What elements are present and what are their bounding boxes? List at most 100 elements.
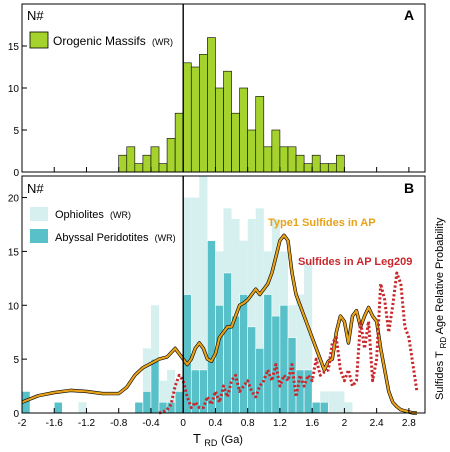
bar-orogenic-26 bbox=[231, 112, 240, 173]
bar-orogenic-20 bbox=[182, 62, 192, 173]
bar-orogenic-30 bbox=[263, 146, 273, 173]
bar-abyssal-15 bbox=[142, 391, 152, 414]
x-tick-label: 1.2 bbox=[273, 418, 287, 429]
x-axis-label-sub: RD bbox=[204, 438, 217, 448]
right-axis-label-post: Age Relative Probability bbox=[434, 217, 446, 334]
bar-orogenic-13 bbox=[126, 146, 136, 173]
bar-ophiolite-38 bbox=[328, 391, 337, 413]
x-tick-label: 2.4 bbox=[370, 418, 384, 429]
bar-orogenic-34 bbox=[295, 154, 305, 173]
bar-abyssal-28 bbox=[247, 326, 257, 414]
legend-ophiolites: Ophiolites (WR) bbox=[30, 207, 131, 221]
legend-abyssal: Abyssal Peridotites (WR) bbox=[30, 229, 176, 244]
bar-orogenic-38 bbox=[327, 163, 337, 173]
panel-a-ytick-label: 15 bbox=[8, 42, 20, 53]
x-tick-label: 2.8 bbox=[402, 418, 416, 429]
bar-orogenic-21 bbox=[190, 66, 200, 173]
panel-a-bars bbox=[118, 37, 345, 173]
bar-orogenic-12 bbox=[118, 154, 128, 173]
bar-orogenic-39 bbox=[336, 154, 345, 173]
line-label-type1: Type1 Sulfides in AP bbox=[268, 217, 376, 229]
svg-text:Ophiolites (WR): Ophiolites (WR) bbox=[55, 209, 131, 221]
bar-abyssal-4 bbox=[53, 401, 63, 414]
bar-orogenic-28 bbox=[247, 129, 257, 173]
svg-text:Abyssal Peridotites (W: Abyssal Peridotites (WR) bbox=[55, 232, 176, 244]
legend-label-abyssal: Abyssal Peridotites bbox=[55, 232, 149, 244]
bar-orogenic-27 bbox=[239, 87, 248, 173]
bar-abyssal-27 bbox=[239, 294, 248, 414]
bar-abyssal-26 bbox=[231, 315, 240, 414]
bar-abyssal-33 bbox=[287, 337, 297, 414]
bar-ophiolite-40 bbox=[344, 402, 353, 413]
panel-a: 0 5 10 15 A N# Orogenic Massifs (WR) bbox=[8, 3, 426, 179]
bar-orogenic-35 bbox=[303, 163, 313, 173]
bar-orogenic-16 bbox=[150, 146, 160, 173]
bar-orogenic-14 bbox=[134, 163, 144, 173]
x-tick-label: 0.8 bbox=[241, 418, 255, 429]
bar-orogenic-15 bbox=[142, 154, 152, 173]
panel-b-axes: 0 5 10 15 20 bbox=[8, 175, 426, 420]
bar-abyssal-36 bbox=[311, 401, 321, 414]
x-tick-label: -0.8 bbox=[110, 418, 128, 429]
bar-orogenic-25 bbox=[223, 70, 232, 173]
bar-orogenic-36 bbox=[311, 154, 321, 173]
bar-orogenic-37 bbox=[319, 163, 329, 173]
bar-ophiolite-18 bbox=[167, 369, 176, 413]
legend-label-orogenic: Orogenic Massifs bbox=[53, 34, 146, 48]
panel-b-ylabel: N# bbox=[27, 181, 44, 196]
bar-orogenic-33 bbox=[287, 146, 297, 173]
panel-b: 0 5 10 15 20 B N# Ophiolites (WR) Abyssal Pe… bbox=[8, 175, 426, 420]
bar-ophiolite-28 bbox=[247, 219, 256, 413]
bar-orogenic-32 bbox=[279, 146, 289, 173]
line-leg209 bbox=[158, 271, 419, 415]
panel-a-ylabel: N# bbox=[27, 8, 44, 23]
panel-b-ytick-label: 20 bbox=[8, 194, 20, 205]
bar-orogenic-22 bbox=[199, 54, 208, 173]
x-tick-label: 0.4 bbox=[208, 418, 222, 429]
bar-abyssal-19 bbox=[174, 391, 184, 414]
svg-text:Orogenic Massifs (WR): Orogenic Massifs (WR) bbox=[53, 34, 173, 48]
bar-ophiolite-7 bbox=[78, 402, 87, 413]
legend-orogenic: Orogenic Massifs (WR) bbox=[29, 31, 173, 49]
bar-abyssal-32 bbox=[279, 304, 289, 414]
panel-a-ytick-label: 0 bbox=[13, 168, 19, 179]
panel-a-axes: 0 5 10 15 bbox=[8, 3, 426, 179]
legend-suffix-ophiolites: (WR) bbox=[110, 210, 131, 220]
bar-ophiolite-21 bbox=[191, 197, 200, 413]
bar-abyssal-16 bbox=[150, 358, 160, 414]
bar-abyssal-23 bbox=[207, 240, 216, 414]
bar-orogenic-24 bbox=[215, 87, 224, 173]
bar-ophiolite-15 bbox=[142, 348, 151, 413]
x-tick-label: 2 bbox=[342, 418, 348, 429]
x-tick-label: 1.6 bbox=[305, 418, 319, 429]
right-axis-label: Sulfides T RD Age Relative Probability bbox=[434, 217, 449, 400]
panel-b-bars bbox=[21, 176, 353, 414]
panel-b-frame bbox=[21, 175, 426, 414]
panel-b-ytick-label: 5 bbox=[13, 355, 19, 366]
x-axis-label-main: T bbox=[193, 431, 201, 446]
x-tick-label: -0.4 bbox=[142, 418, 160, 429]
line-type1 bbox=[21, 234, 417, 415]
x-axis-label: T RD (Ga) bbox=[193, 431, 243, 449]
panel-b-letter: B bbox=[404, 180, 414, 196]
panel-b-ytick-label: 10 bbox=[8, 301, 20, 312]
x-tick-label: -1.6 bbox=[46, 418, 64, 429]
panel-a-ytick-label: 10 bbox=[8, 84, 20, 95]
bar-orogenic-23 bbox=[207, 37, 216, 173]
bar-orogenic-29 bbox=[255, 96, 265, 173]
bar-ophiolite-35 bbox=[304, 262, 313, 413]
bar-abyssal-18 bbox=[166, 401, 176, 414]
bar-ophiolite-34 bbox=[296, 294, 305, 413]
x-axis-label-units: (Ga) bbox=[221, 434, 243, 446]
bar-orogenic-31 bbox=[271, 129, 281, 173]
legend-swatch-orogenic bbox=[29, 31, 49, 49]
right-axis-label-sub: RD bbox=[439, 337, 448, 349]
x-tick-label: 0 bbox=[180, 418, 186, 429]
bar-orogenic-19 bbox=[174, 112, 184, 173]
legend-label-ophiolites: Ophiolites bbox=[55, 209, 104, 221]
panel-a-ytick-label: 5 bbox=[13, 126, 19, 137]
x-tick-label: -2 bbox=[18, 418, 27, 429]
panel-b-lines bbox=[21, 233, 419, 415]
x-tick-labels: -2 -1.6 -1.2 -0.8 -0.4 0 0.4 0.8 1.2 1.6 2 2.4 2.8 bbox=[18, 418, 417, 429]
